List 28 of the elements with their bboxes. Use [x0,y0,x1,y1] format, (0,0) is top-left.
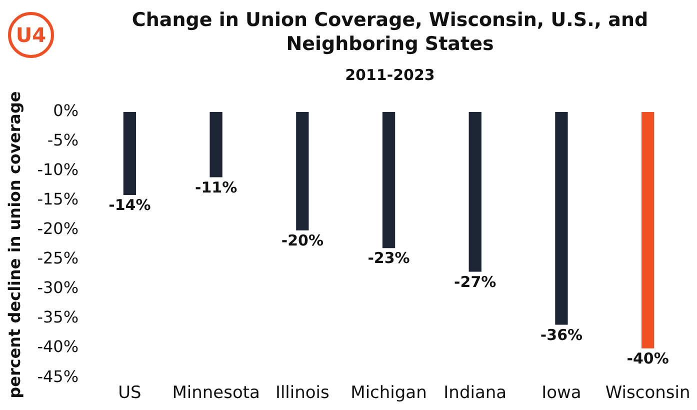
data-label: -14% [108,196,151,214]
y-tick-label: -5% [47,130,79,150]
y-tick-label: -35% [37,308,79,327]
x-tick-label: Minnesota [172,383,260,404]
data-label: -36% [540,326,583,344]
x-tick-label: US [118,383,142,404]
y-tick-label: -30% [37,278,79,298]
badge-circle: U4 [8,12,54,58]
x-tick-label: Illinois [275,383,330,404]
x-tick-label: Iowa [542,383,582,404]
y-tick-label: -40% [37,337,79,356]
y-axis-title: percent decline in union coverage [4,91,24,398]
y-tick-label: -10% [37,160,79,180]
y-tick-label: -20% [37,219,79,238]
x-tick-label: Michigan [350,383,427,404]
y-tick-label: -15% [37,190,79,209]
y-tick-label: -45% [37,366,79,386]
chart-subtitle: 2011-2023 [344,66,436,84]
data-label: -27% [454,272,496,291]
data-label: -23% [368,249,410,268]
y-tick-label: -25% [37,248,79,268]
y-tick-label: 0% [53,101,79,120]
data-label: -20% [281,231,324,250]
data-label: -40% [626,349,669,368]
data-label: -11% [194,178,238,196]
chart-title: Change in Union Coverage, Wisconsin, U.S., and Neighboring States [130,8,650,56]
x-tick-label: Indiana [444,383,507,404]
x-tick-label: Wisconsin [605,383,690,404]
